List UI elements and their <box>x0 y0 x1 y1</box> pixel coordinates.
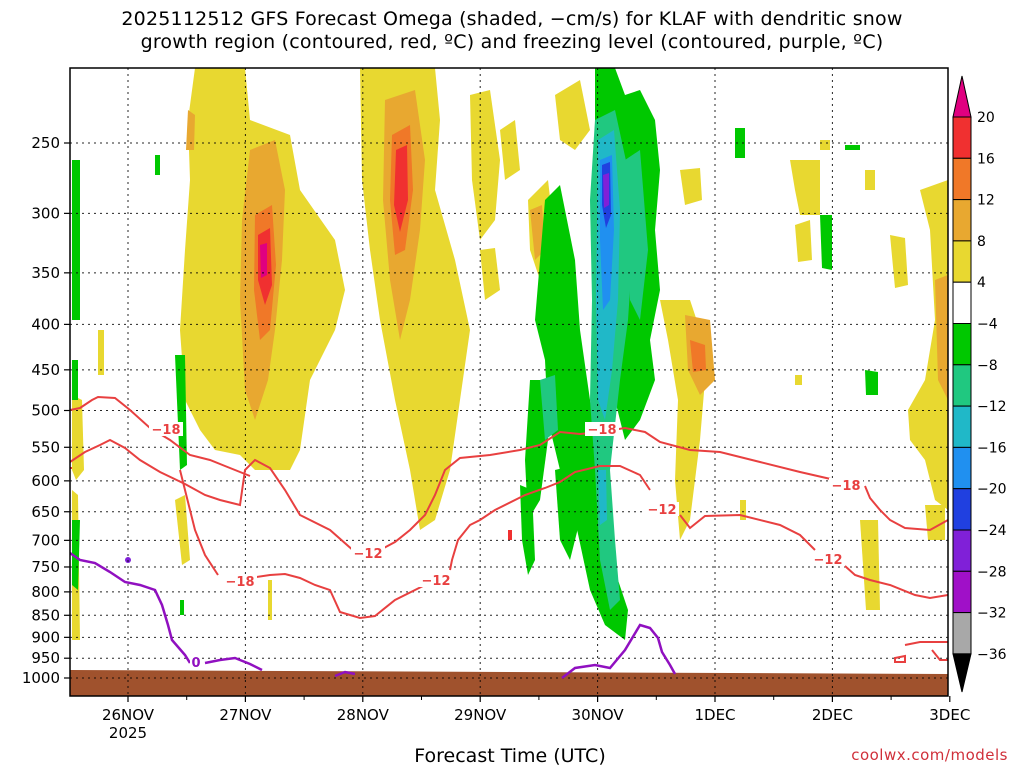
grid-lines <box>70 68 948 696</box>
contour-label-bg <box>190 656 202 669</box>
y-tick-label: 350 <box>31 264 60 282</box>
y-tick-label: 850 <box>31 606 60 624</box>
colorbar-swatch <box>952 364 972 407</box>
x-tick-label: 2DEC <box>812 706 853 724</box>
title-line-2: growth region (contoured, red, ºC) and f… <box>140 31 884 53</box>
colorbar-swatch <box>952 157 972 201</box>
title-line-1: 2025112512 GFS Forecast Omega (shaded, −… <box>121 8 903 30</box>
colorbar-level-label: −24 <box>977 523 1007 539</box>
contour-label-bg <box>829 478 863 492</box>
y-tick-label: 250 <box>31 134 60 152</box>
y-tick-label: 750 <box>31 558 60 576</box>
colorbar-level-label: −36 <box>977 647 1007 663</box>
colorbar-level-label: −16 <box>977 440 1007 456</box>
dgz-contour-label: −12 <box>422 574 451 589</box>
dgz-contour-label: −18 <box>152 423 181 438</box>
y-axis: 250 300 350 400 450 500 550 600 650 700 750 800 850 9… <box>22 134 70 687</box>
colorbar-level-label: 20 <box>977 110 995 126</box>
omega-shading <box>72 68 948 640</box>
colorbar-level-label: −32 <box>977 606 1007 622</box>
dgz-contour-label: −18 <box>832 479 861 494</box>
colorbar: 20 16 12 8 4 −4 −8 −12 −16 −20 −24 −28 −32 −36 <box>952 75 1007 693</box>
colorbar-level-label: −12 <box>977 399 1007 415</box>
y-tick-label: 600 <box>31 472 60 490</box>
credit-text: coolwx.com/models <box>851 746 1008 764</box>
x-axis-label: Forecast Time (UTC) <box>414 745 606 767</box>
freezing-contour-label: 0 <box>191 656 200 671</box>
dgz-contours <box>70 395 948 663</box>
y-tick-label: 500 <box>31 402 60 420</box>
colorbar-swatch <box>952 405 972 448</box>
dgz-contour-label: −12 <box>814 553 843 568</box>
contour-label-bg <box>585 422 619 436</box>
dgz-contour-label: −18 <box>226 575 255 590</box>
contour-labels: −18 −18 −12 −18 −12 −12 −18 −12 0 <box>149 422 863 671</box>
x-tick-label: 28NOV <box>337 706 390 724</box>
colorbar-bottom-arrow <box>952 653 972 693</box>
y-tick-label: 450 <box>31 361 60 379</box>
y-tick-label: 550 <box>31 438 60 456</box>
y-tick-label: 650 <box>31 503 60 521</box>
freezing-level-contour <box>70 551 677 679</box>
colorbar-level-label: −4 <box>977 317 998 333</box>
colorbar-level-label: −28 <box>977 564 1007 580</box>
colorbar-level-label: −8 <box>977 358 998 374</box>
x-tick-label: 27NOV <box>219 706 272 724</box>
y-tick-label: 800 <box>31 583 60 601</box>
plot-frame <box>69 67 949 697</box>
dgz-contour-label: −12 <box>354 547 383 562</box>
colorbar-swatch <box>952 529 972 572</box>
y-tick-label: 900 <box>31 628 60 646</box>
colorbar-top-arrow <box>952 75 972 118</box>
y-tick-label: 1000 <box>22 669 60 687</box>
colorbar-level-label: 16 <box>977 151 995 167</box>
colorbar-swatch <box>952 488 972 531</box>
colorbar-swatch <box>952 570 972 614</box>
x-tick-label: 3DEC <box>929 706 970 724</box>
chart-title: 2025112512 GFS Forecast Omega (shaded, −… <box>0 8 1024 54</box>
colorbar-level-label: 8 <box>977 234 986 250</box>
contour-label-bg <box>351 546 385 560</box>
y-tick-label: 300 <box>31 204 60 222</box>
x-tick-label: 30NOV <box>572 706 625 724</box>
colorbar-level-label: 12 <box>977 193 995 209</box>
colorbar-level-label: 4 <box>977 275 986 291</box>
x-tick-label: 29NOV <box>454 706 507 724</box>
colorbar-swatch <box>952 281 972 325</box>
colorbar-swatch <box>952 116 972 159</box>
y-tick-label: 400 <box>31 315 60 333</box>
ground-surface <box>70 670 948 696</box>
contour-label-bg <box>149 422 183 436</box>
contour-label-bg <box>419 573 453 587</box>
colorbar-swatch <box>952 323 972 366</box>
dgz-contour-label: −18 <box>588 423 617 438</box>
colorbar-swatch <box>952 446 972 490</box>
colorbar-swatch <box>952 199 972 242</box>
colorbar-swatch <box>952 240 972 283</box>
y-tick-label: 950 <box>31 649 60 667</box>
contour-label-bg <box>811 552 845 566</box>
y-tick-label: 700 <box>31 531 60 549</box>
colorbar-level-label: −20 <box>977 482 1007 498</box>
x-tick-label: 1DEC <box>694 706 735 724</box>
contour-label-bg <box>645 502 679 516</box>
contour-label-bg <box>223 574 257 588</box>
dgz-contour-label: −12 <box>648 503 677 518</box>
x-tick-label: 26NOV <box>102 706 155 724</box>
x-year-label: 2025 <box>109 724 147 742</box>
colorbar-swatch <box>952 612 972 655</box>
